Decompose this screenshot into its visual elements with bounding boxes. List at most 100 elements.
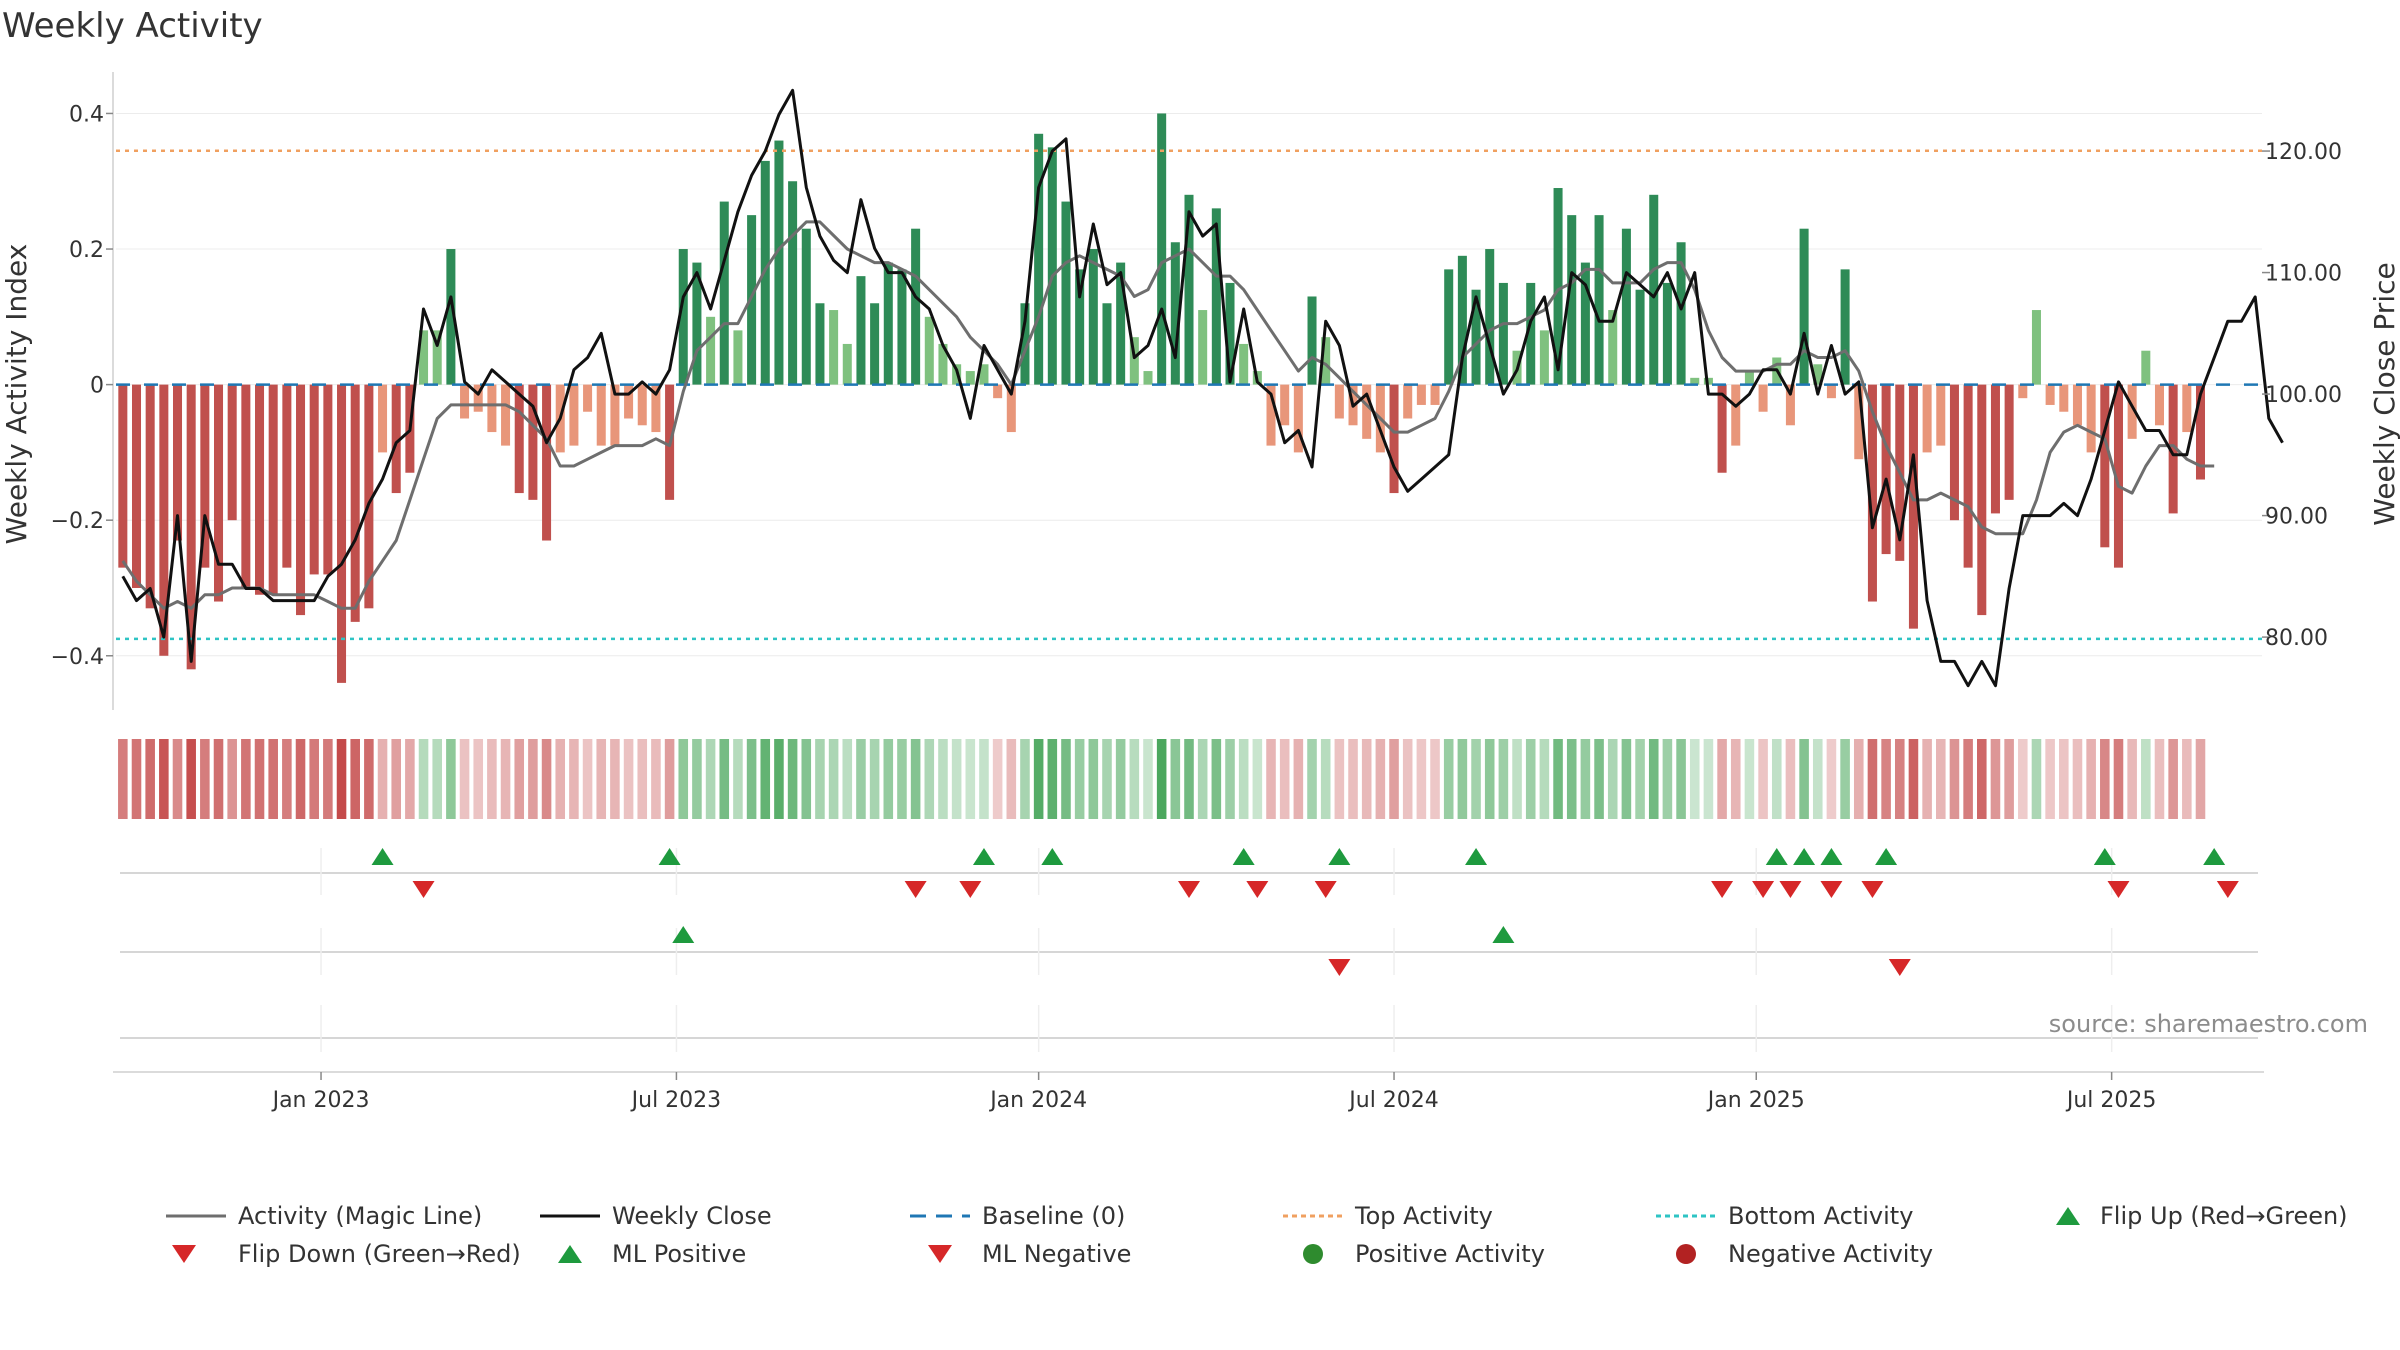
activity-bar	[1129, 337, 1139, 385]
activity-bar	[637, 384, 647, 426]
heat-cell	[1785, 739, 1796, 819]
activity-bar	[624, 384, 634, 419]
heat-cell	[1990, 739, 2001, 819]
heat-cell	[719, 739, 730, 819]
heat-cell	[2113, 739, 2124, 819]
y2-tick-label: 120.00	[2265, 140, 2342, 165]
heat-cell	[186, 739, 196, 819]
flip-down-marker	[1820, 881, 1843, 898]
heat-cell	[2045, 739, 2055, 819]
heat-cell	[1908, 739, 1919, 819]
activity-bar	[1649, 194, 1659, 385]
heat-cell	[1635, 739, 1645, 819]
activity-bar	[501, 384, 511, 446]
legend-weekly-close-label: Weekly Close	[612, 1202, 772, 1230]
magic-line-series	[121, 220, 2215, 610]
activity-bar	[1690, 377, 1700, 385]
heat-cell	[241, 739, 251, 819]
legend-bottom-activity: Bottom Activity	[1656, 1198, 1913, 1234]
heat-cell	[1894, 739, 1905, 819]
heat-cell	[2154, 739, 2165, 819]
activity-bar	[200, 384, 210, 568]
activity-bar	[1034, 133, 1044, 385]
activity-bar	[364, 384, 374, 609]
activity-bar	[214, 384, 224, 602]
activity-bar	[2141, 350, 2151, 385]
activity-bar	[241, 384, 251, 588]
x-tick-label: Jan 2025	[1706, 1088, 1805, 1113]
activity-bar	[1006, 384, 1016, 433]
heat-cell	[924, 739, 935, 819]
heat-cell	[1553, 739, 1563, 819]
heat-cell	[1730, 739, 1741, 819]
legend-ml-positive-label: ML Positive	[612, 1240, 747, 1268]
flip-down-marker	[1178, 881, 1200, 898]
activity-bar	[542, 384, 552, 541]
activity-bar	[678, 249, 688, 385]
heat-cell	[295, 739, 306, 819]
activity-bar	[870, 303, 880, 385]
heat-cell	[1963, 739, 1973, 819]
activity-bar	[2195, 384, 2206, 480]
heat-cell	[459, 739, 470, 819]
heat-cell	[1389, 739, 1399, 819]
heat-cell	[1348, 739, 1358, 819]
heat-cell	[473, 739, 484, 819]
heat-cell	[131, 739, 142, 819]
heat-cell	[1061, 739, 1071, 819]
activity-bar	[1170, 242, 1180, 385]
heat-cell	[1033, 739, 1044, 819]
heat-cell	[1935, 739, 1946, 819]
activity-bar	[1430, 384, 1440, 405]
heat-cell	[528, 739, 538, 819]
activity-bar	[842, 343, 852, 385]
activity-bar	[774, 140, 784, 385]
heat-cell	[1334, 739, 1345, 819]
activity-bar	[1567, 215, 1577, 385]
activity-bar	[1088, 249, 1098, 385]
flip-up-marker	[1041, 848, 1064, 865]
activity-bar	[1307, 296, 1317, 385]
heat-cell	[1074, 739, 1085, 819]
activity-bar	[2004, 384, 2014, 500]
heat-cell	[1580, 739, 1591, 819]
heat-cell	[1812, 739, 1823, 819]
ml-positive-marker	[1492, 926, 1515, 943]
activity-bar	[514, 384, 524, 494]
activity-bar	[1157, 113, 1167, 385]
legend-flip-up: Flip Up (Red→Green)	[2048, 1198, 2348, 1234]
activity-bar	[1362, 384, 1372, 439]
heat-cell	[1402, 739, 1413, 819]
heat-cell	[1457, 739, 1468, 819]
activity-bar	[1621, 228, 1631, 385]
activity-bar	[1553, 188, 1563, 385]
activity-bar	[2113, 384, 2123, 568]
flip-up-marker	[1793, 848, 1816, 865]
activity-bar	[815, 303, 825, 385]
activity-bar	[1908, 384, 1918, 629]
legend-negative-activity: Negative Activity	[1656, 1236, 1933, 1272]
activity-bar	[118, 384, 128, 568]
heat-cell	[282, 739, 292, 819]
activity-bar	[1785, 384, 1795, 426]
legend-magic-line-label: Activity (Magic Line)	[238, 1202, 483, 1230]
heat-cell	[2018, 739, 2028, 819]
weekly-close-swatch-icon	[540, 1214, 600, 1218]
heat-cell	[405, 739, 415, 819]
heat-cell	[651, 739, 661, 819]
activity-bar	[610, 384, 620, 446]
heat-cell	[432, 739, 443, 819]
heat-cell	[2195, 739, 2206, 819]
activity-bar	[897, 269, 907, 385]
activity-bar	[1799, 228, 1809, 385]
heat-cell	[1225, 739, 1235, 819]
flip-up-triangle-icon	[2056, 1207, 2080, 1225]
flip-down-marker	[2107, 881, 2130, 898]
activity-bar	[1936, 384, 1946, 446]
heat-cell	[569, 739, 579, 819]
heat-cell	[992, 739, 1003, 819]
activity-bar	[1239, 343, 1249, 385]
heat-cell	[1088, 739, 1099, 819]
heat-cell	[1977, 739, 1987, 819]
flip-up-marker	[1875, 848, 1898, 865]
